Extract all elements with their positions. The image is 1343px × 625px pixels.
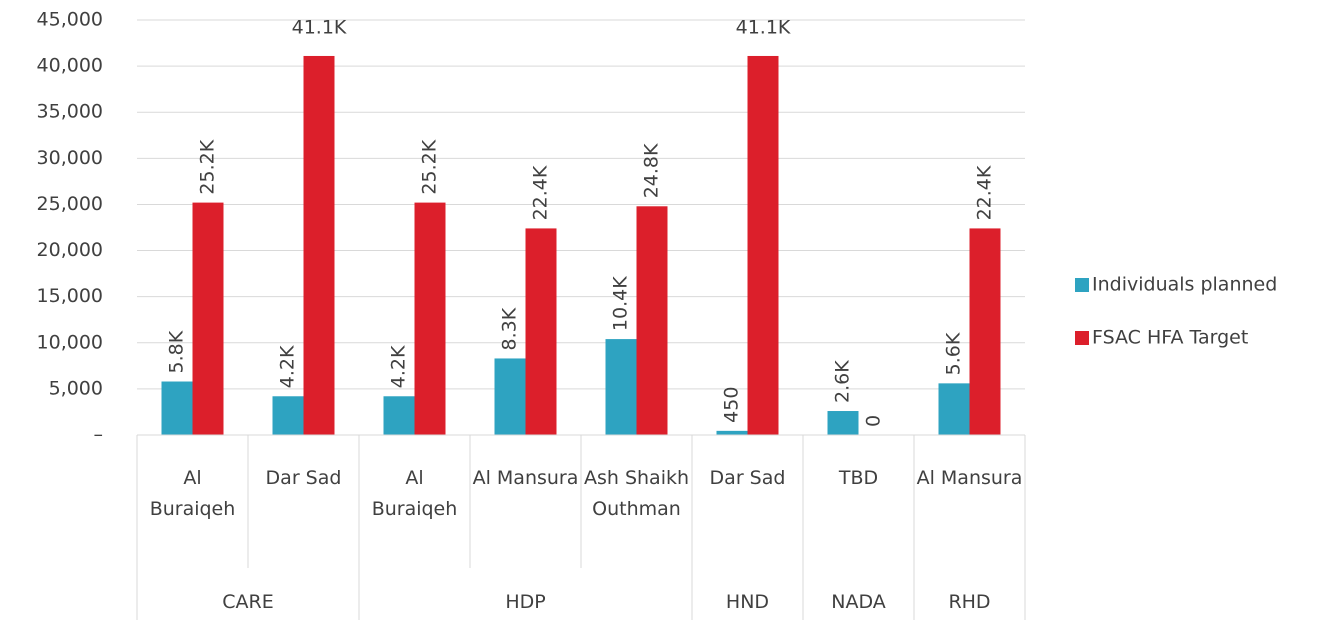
legend-swatch [1075,278,1089,292]
data-label: 5.6K [943,332,965,375]
bar [716,430,748,435]
data-label: 0 [863,415,885,427]
data-label: 22.4K [974,165,996,220]
x-tick-label: Al Mansura [472,467,579,489]
legend-label: Individuals planned [1092,274,1277,296]
x-tick-label: Al Mansura [916,467,1023,489]
y-tick-label: – [94,424,104,446]
bar [827,411,859,435]
y-tick-label: 40,000 [37,55,103,77]
y-tick-label: 5,000 [49,377,103,399]
y-tick-label: 10,000 [37,331,103,353]
bar [414,202,446,435]
group-label: CARE [222,591,274,613]
data-label: 41.1K [736,16,791,38]
y-tick-label: 45,000 [37,9,103,31]
data-label: 4.2K [388,345,410,388]
x-tick-label: Dar Sad [709,467,786,489]
x-tick-label: Ash Shaikh Outhman [583,467,690,520]
bar [303,55,335,435]
y-tick-label: 25,000 [37,193,103,215]
data-label: 5.8K [166,330,188,373]
legend-swatch [1075,331,1089,345]
data-label: 450 [721,387,743,423]
bar [525,228,557,435]
data-label: 24.8K [641,143,663,198]
bar [969,228,1001,435]
bar [192,202,224,435]
group-label: NADA [831,591,886,613]
group-label: RHD [948,591,991,613]
bar [636,206,668,435]
group-label: HND [725,591,770,613]
data-label: 10.4K [610,276,632,331]
bar [383,396,415,435]
bar [747,55,779,435]
x-tick-label: Al Buraiqeh [149,467,236,520]
y-tick-label: 15,000 [37,285,103,307]
data-label: 25.2K [197,139,219,194]
x-tick-label: Al Buraiqeh [371,467,458,520]
data-label: 8.3K [499,307,521,350]
bar [605,339,637,435]
legend-label: FSAC HFA Target [1092,327,1248,349]
data-label: 22.4K [530,165,552,220]
bar [161,381,193,435]
bar [272,396,304,435]
group-label: HDP [505,591,546,613]
bar [938,383,970,435]
data-label: 41.1K [292,16,347,38]
bar [494,358,526,435]
x-tick-label: Dar Sad [265,467,342,489]
data-label: 2.6K [832,360,854,403]
x-tick-label: TBD [838,467,879,489]
data-label: 4.2K [277,345,299,388]
data-label: 25.2K [419,139,441,194]
y-tick-label: 20,000 [37,239,103,261]
y-tick-label: 30,000 [37,147,103,169]
y-tick-label: 35,000 [37,101,103,123]
